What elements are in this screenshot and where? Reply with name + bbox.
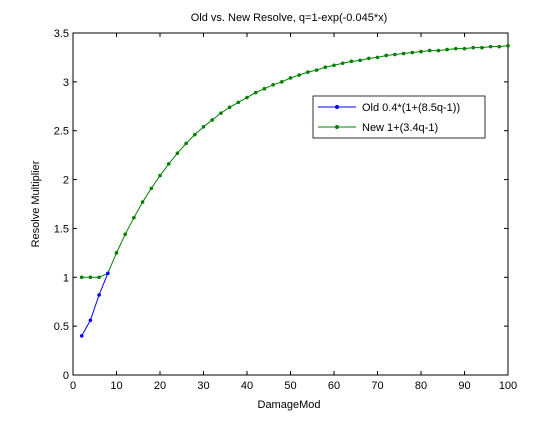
x-tick-label: 10 (110, 380, 122, 392)
data-point-new (253, 90, 258, 95)
data-point-new (236, 100, 241, 105)
data-point-new (140, 200, 145, 204)
data-point-old (97, 293, 101, 297)
data-point-new (471, 45, 476, 50)
y-axis-label: Resolve Multiplier (30, 160, 42, 247)
data-point-old (88, 318, 93, 323)
data-point-new (462, 46, 467, 51)
data-point-new (166, 162, 171, 166)
x-tick-label: 90 (458, 380, 470, 392)
legend-marker-old (335, 105, 339, 109)
data-point-new (149, 186, 154, 191)
x-axis-label: DamageMod (258, 399, 321, 411)
data-point-new (445, 47, 449, 52)
data-point-new (393, 52, 397, 57)
data-point-new (340, 61, 345, 66)
y-tick-label: 0 (63, 370, 69, 382)
y-tick-label: 1.5 (54, 223, 69, 235)
chart-title: Old vs. New Resolve, q=1-exp(-0.045*x) (191, 12, 388, 24)
data-point-new (367, 56, 371, 61)
y-tick-label: 1 (63, 272, 69, 284)
data-point-new (349, 59, 354, 64)
data-point-new (97, 275, 101, 280)
data-point-new (506, 43, 510, 48)
data-point-new (193, 132, 197, 137)
data-point-new (497, 44, 502, 49)
x-tick-label: 0 (70, 380, 76, 392)
data-point-new (79, 275, 84, 280)
data-point-new (306, 70, 310, 74)
data-point-new (132, 215, 136, 220)
series-line-old (81, 273, 109, 337)
y-tick-label: 3 (63, 77, 69, 89)
data-point-new (201, 125, 206, 129)
data-point-old (106, 271, 110, 276)
data-point-new (288, 76, 293, 80)
data-point-new (314, 68, 319, 72)
x-tick-label: 20 (154, 380, 166, 392)
x-tick-label: 70 (371, 380, 383, 392)
legend-label-old: Old 0.4*(1+(8.5q-1)) (362, 102, 460, 114)
data-point-new (175, 151, 180, 155)
data-point-new (210, 118, 214, 122)
data-point-new (323, 65, 328, 69)
data-point-new (401, 51, 406, 56)
series-layer (79, 43, 510, 338)
data-point-new (358, 58, 362, 63)
data-point-new (271, 82, 275, 87)
x-tick-label: 100 (499, 380, 517, 392)
axis-ticks: 0 10 20 30 40 50 60 70 80 90 100 0 0.5 1 1.5 2 2.5 3 3.5 (54, 28, 517, 392)
data-point-new (158, 173, 162, 178)
data-point-new (297, 73, 302, 77)
y-tick-label: 2.5 (54, 126, 69, 138)
legend-marker-new (335, 125, 339, 129)
data-point-old (79, 334, 84, 338)
data-point-new (454, 46, 458, 51)
data-point-new (219, 111, 223, 115)
data-point-new (262, 86, 267, 91)
data-point-new (88, 275, 93, 280)
y-tick-label: 2 (63, 175, 69, 187)
x-tick-label: 30 (197, 380, 209, 392)
data-point-new (427, 48, 432, 53)
plot-area (72, 32, 509, 376)
data-point-new (375, 55, 380, 60)
x-tick-label: 60 (328, 380, 340, 392)
data-point-new (114, 251, 119, 255)
data-point-new (419, 49, 423, 54)
x-tick-label: 50 (284, 380, 296, 392)
legend: Old 0.4*(1+(8.5q-1)) New 1+(3.4q-1) (312, 95, 486, 139)
data-point-new (245, 95, 249, 100)
data-point-new (410, 50, 415, 55)
data-point-new (488, 44, 493, 49)
data-point-new (332, 63, 336, 68)
data-point-new (280, 80, 284, 84)
data-point-new (123, 232, 127, 237)
x-tick-label: 80 (415, 380, 427, 392)
data-point-new (384, 53, 389, 58)
data-point-new (227, 105, 232, 110)
x-tick-label: 40 (241, 380, 253, 392)
y-tick-label: 3.5 (54, 28, 69, 40)
y-tick-label: 0.5 (54, 321, 69, 333)
data-point-new (480, 45, 484, 50)
legend-box (312, 95, 486, 139)
data-point-new (184, 141, 188, 146)
legend-label-new: New 1+(3.4q-1) (362, 122, 438, 134)
data-point-new (436, 48, 441, 53)
